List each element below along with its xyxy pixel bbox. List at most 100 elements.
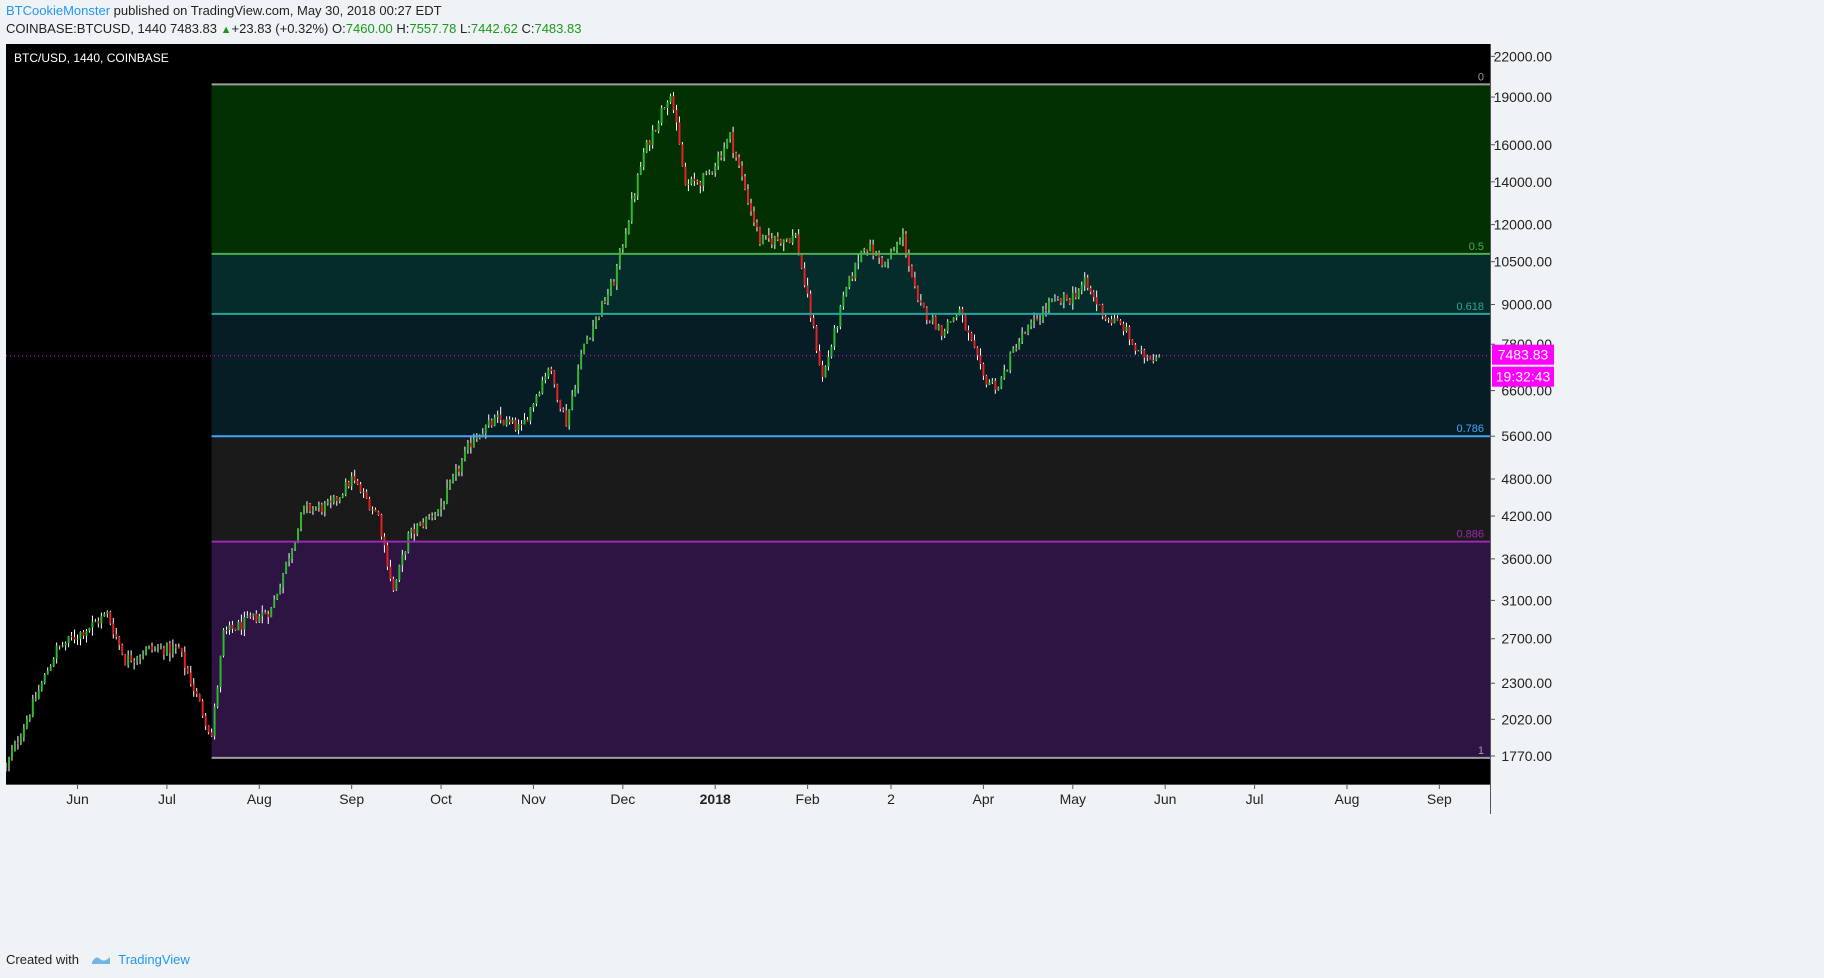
- candle: [437, 509, 440, 517]
- candle-body: [201, 701, 204, 716]
- candle-body: [946, 321, 949, 332]
- candle: [67, 635, 70, 648]
- candle: [449, 479, 452, 490]
- candle-body: [112, 623, 115, 635]
- candle-body: [294, 542, 297, 550]
- candle: [1012, 346, 1015, 353]
- candle: [970, 331, 973, 342]
- candle: [910, 264, 913, 278]
- candle-body: [952, 317, 955, 322]
- candle: [210, 728, 213, 738]
- candle-body: [37, 690, 40, 699]
- candle-body: [124, 654, 127, 666]
- candle: [1039, 314, 1042, 325]
- candle: [1095, 290, 1098, 312]
- candle-body: [866, 249, 869, 252]
- candle-body: [764, 235, 767, 237]
- candle: [693, 172, 696, 187]
- candle: [872, 239, 875, 260]
- candle-body: [958, 309, 961, 316]
- countdown-badge: [1492, 366, 1554, 387]
- candle: [246, 611, 249, 619]
- candle-body: [749, 202, 752, 212]
- x-tick-label: 2: [887, 791, 895, 807]
- last-price-text: 7483.83: [170, 21, 218, 36]
- tradingview-link[interactable]: TradingView: [118, 952, 190, 967]
- candle: [118, 636, 121, 651]
- candle: [228, 621, 231, 635]
- candle: [1098, 304, 1101, 306]
- candle: [1006, 369, 1009, 372]
- candle-body: [451, 476, 454, 482]
- candle-body: [207, 725, 210, 733]
- candle-body: [401, 554, 404, 566]
- candle: [595, 316, 598, 329]
- candle: [669, 93, 672, 104]
- candle: [606, 288, 609, 306]
- candle: [860, 250, 863, 263]
- candle: [830, 344, 833, 359]
- candle-body: [779, 239, 782, 244]
- candle-body: [437, 509, 440, 514]
- chart-container[interactable]: 0 0.5 0.618 0.786 0.886 1 BTC/USD, 1440, COINB…: [6, 44, 1816, 944]
- candle: [937, 323, 940, 331]
- candle-body: [1122, 323, 1125, 332]
- candlestick-chart[interactable]: 0 0.5 0.618 0.786 0.886 1 BTC/USD, 1440, COINB…: [6, 44, 1816, 944]
- x-tick-label: Jun: [66, 791, 89, 807]
- candle: [362, 488, 365, 498]
- fib-label: 0.786: [1456, 423, 1484, 435]
- author-link[interactable]: BTCookieMonster: [6, 3, 111, 18]
- y-tick-label: 2300.00: [1501, 675, 1552, 691]
- candle: [821, 360, 824, 382]
- candle: [785, 238, 788, 243]
- candle: [204, 712, 207, 731]
- candle-body: [964, 314, 967, 331]
- candle-body: [70, 635, 73, 638]
- candle: [985, 374, 988, 388]
- candle-body: [666, 102, 669, 108]
- candle: [982, 362, 985, 381]
- fib-zone-1: [211, 253, 1490, 314]
- header-bar: BTCookieMonster published on TradingView…: [0, 0, 1824, 44]
- candle-body: [1146, 356, 1149, 358]
- candle-body: [168, 643, 171, 654]
- candle: [88, 627, 91, 633]
- candle: [684, 162, 687, 186]
- close-label: C:: [521, 21, 535, 36]
- candle-body: [276, 594, 279, 600]
- candle-body: [347, 481, 350, 487]
- candle-body: [833, 328, 836, 347]
- candle: [523, 413, 526, 425]
- candle: [863, 247, 866, 254]
- candle: [1009, 351, 1012, 374]
- candle-body: [43, 674, 46, 683]
- candle-body: [371, 509, 374, 511]
- candle-body: [1080, 285, 1083, 291]
- y-tick-label: 14000.00: [1494, 174, 1553, 190]
- candle-body: [392, 578, 395, 591]
- candle: [735, 151, 738, 161]
- candle: [1053, 294, 1056, 302]
- candle: [955, 314, 958, 321]
- candle: [976, 346, 979, 361]
- candle: [413, 523, 416, 542]
- candle: [770, 232, 773, 249]
- candle: [699, 180, 702, 194]
- candle-body: [565, 410, 568, 426]
- last-price-badge-text: 7483.83: [1498, 347, 1549, 363]
- candle-body: [1071, 292, 1074, 304]
- candle: [195, 688, 198, 698]
- candle: [878, 250, 881, 264]
- candle-body: [660, 107, 663, 123]
- candle: [943, 328, 946, 339]
- candle-body: [484, 425, 487, 434]
- candle: [1059, 298, 1062, 306]
- candle: [252, 613, 255, 621]
- x-tick-label: May: [1060, 791, 1086, 807]
- candle-body: [234, 628, 237, 631]
- candle-body: [1083, 277, 1086, 286]
- candle: [332, 494, 335, 505]
- y-tick-label: 4200.00: [1501, 508, 1552, 524]
- candle: [678, 116, 681, 145]
- candle: [654, 129, 657, 132]
